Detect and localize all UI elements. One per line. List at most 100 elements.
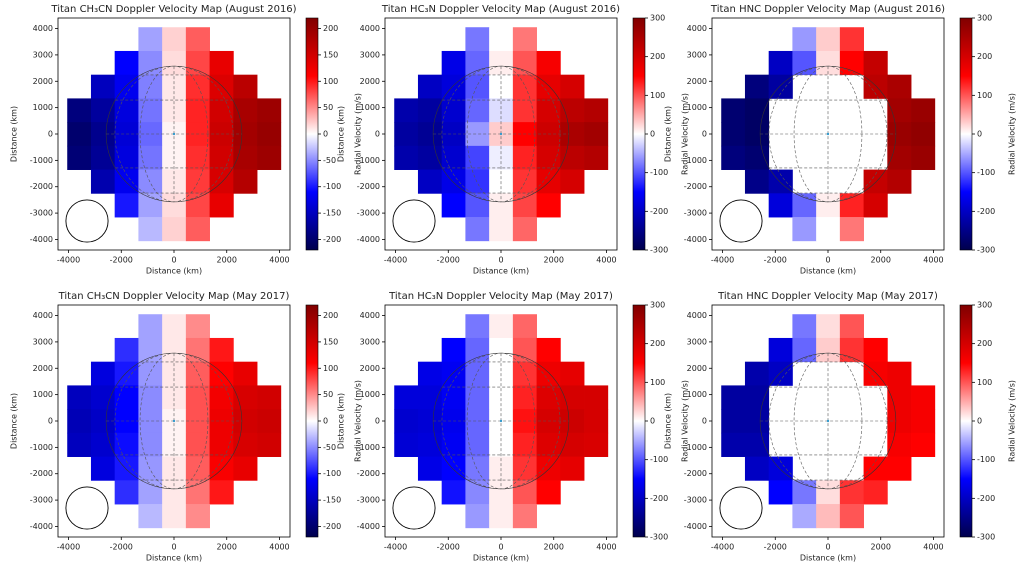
velocity-cell: [721, 385, 746, 410]
velocity-cell: [560, 145, 585, 170]
colorbar-tick-label: 100: [650, 91, 665, 100]
velocity-cell: [887, 385, 912, 410]
velocity-cell: [512, 74, 537, 99]
velocity-cell: [768, 193, 793, 218]
x-tick-label: 0: [498, 256, 503, 265]
velocity-cell: [114, 385, 139, 410]
velocity-cell: [114, 480, 139, 505]
velocity-cell: [138, 27, 163, 52]
cells: [394, 314, 609, 529]
velocity-cell: [465, 217, 490, 242]
colorbar-tick-label: 300: [977, 14, 992, 23]
chart-title: Titan CH₃CN Doppler Velocity Map (May 20…: [58, 291, 290, 302]
x-tick-label: -2000: [110, 543, 133, 552]
colorbar: [305, 17, 319, 251]
velocity-cell: [911, 432, 936, 457]
velocity-cell: [584, 432, 609, 457]
velocity-cell: [162, 504, 187, 529]
velocity-cell: [114, 50, 139, 76]
y-tick-label: 2000: [33, 364, 53, 373]
y-tick-label: -3000: [684, 209, 707, 218]
velocity-cell: [185, 456, 210, 481]
velocity-cell: [138, 50, 163, 76]
velocity-cell: [233, 456, 258, 481]
colorbar-label: Radial Velocity (m/s): [1008, 380, 1017, 462]
colorbar: [632, 17, 646, 251]
velocity-cell: [560, 432, 585, 457]
colorbar-tick-label: 0: [323, 130, 328, 139]
y-tick-label: -2000: [357, 182, 380, 191]
velocity-cell: [394, 98, 419, 123]
center-dot: [826, 419, 830, 423]
velocity-cell: [768, 50, 793, 76]
velocity-cell: [67, 409, 92, 434]
velocity-cell: [90, 145, 116, 170]
velocity-cell: [465, 456, 490, 481]
colorbar-tick-label: 200: [323, 24, 338, 33]
x-axis-label: Distance (km): [146, 267, 202, 276]
y-tick-label: 2000: [687, 364, 707, 373]
x-axis-label: Distance (km): [473, 267, 529, 276]
x-tick-label: 0: [825, 543, 830, 552]
y-tick-label: -3000: [684, 496, 707, 505]
colorbar-tick-label: -200: [323, 235, 341, 244]
y-tick-label: 4000: [33, 311, 53, 320]
colorbar: [959, 17, 973, 251]
colorbar-tick-label: 200: [650, 339, 665, 348]
y-tick-label: 3000: [33, 337, 53, 346]
colorbar-tick-label: -200: [323, 522, 341, 531]
chart-title: Titan HC₃N Doppler Velocity Map (August …: [381, 4, 620, 15]
velocity-cell: [257, 98, 282, 123]
y-tick-label: -1000: [30, 443, 53, 452]
velocity-cell: [138, 504, 163, 529]
velocity-cell: [209, 193, 234, 218]
velocity-cell: [816, 314, 841, 339]
velocity-cell: [162, 50, 187, 76]
x-tick-label: -2000: [764, 256, 787, 265]
velocity-cell: [465, 27, 490, 52]
velocity-cell: [185, 314, 210, 339]
y-tick-label: -2000: [357, 469, 380, 478]
x-tick-label: 0: [171, 543, 176, 552]
velocity-cell: [233, 361, 258, 386]
velocity-cell: [744, 74, 770, 99]
velocity-cell: [721, 409, 746, 434]
colorbar-tick-label: 50: [323, 390, 333, 399]
y-tick-label: -4000: [357, 235, 380, 244]
velocity-cell: [67, 385, 92, 410]
velocity-cell: [721, 145, 746, 170]
colorbar-tick-label: 0: [977, 417, 982, 426]
panel: -4000 -2000 0 2000 4000-4000-3000-2000-10000…: [10, 291, 363, 563]
velocity-cell: [67, 145, 92, 170]
velocity-cell: [792, 480, 817, 505]
velocity-cell: [489, 337, 514, 363]
velocity-cell: [138, 74, 163, 99]
velocity-cell: [90, 74, 116, 99]
velocity-cell: [489, 217, 514, 242]
velocity-cell: [512, 456, 537, 481]
chart-title: Titan HNC Doppler Velocity Map (May 2017…: [717, 291, 938, 302]
velocity-cell: [162, 217, 187, 242]
velocity-cell: [584, 385, 609, 410]
velocity-cell: [792, 504, 817, 529]
velocity-cell: [489, 504, 514, 529]
velocity-cell: [394, 409, 419, 434]
velocity-cell: [162, 27, 187, 52]
velocity-cell: [560, 74, 585, 99]
y-tick-label: -2000: [30, 182, 53, 191]
x-tick-label: 2000: [544, 256, 564, 265]
velocity-cell: [489, 27, 514, 52]
y-tick-label: 0: [375, 417, 380, 426]
velocity-cell: [185, 98, 210, 123]
y-tick-label: -2000: [684, 469, 707, 478]
colorbar: [305, 304, 319, 538]
x-tick-label: -4000: [711, 256, 734, 265]
colorbar-tick-label: 100: [323, 77, 338, 86]
y-tick-label: -4000: [30, 235, 53, 244]
velocity-cell: [863, 193, 888, 218]
center-dot: [499, 132, 503, 136]
velocity-cell: [185, 145, 210, 170]
velocity-cell: [887, 456, 912, 481]
velocity-cell: [209, 432, 234, 457]
velocity-cell: [744, 385, 770, 410]
